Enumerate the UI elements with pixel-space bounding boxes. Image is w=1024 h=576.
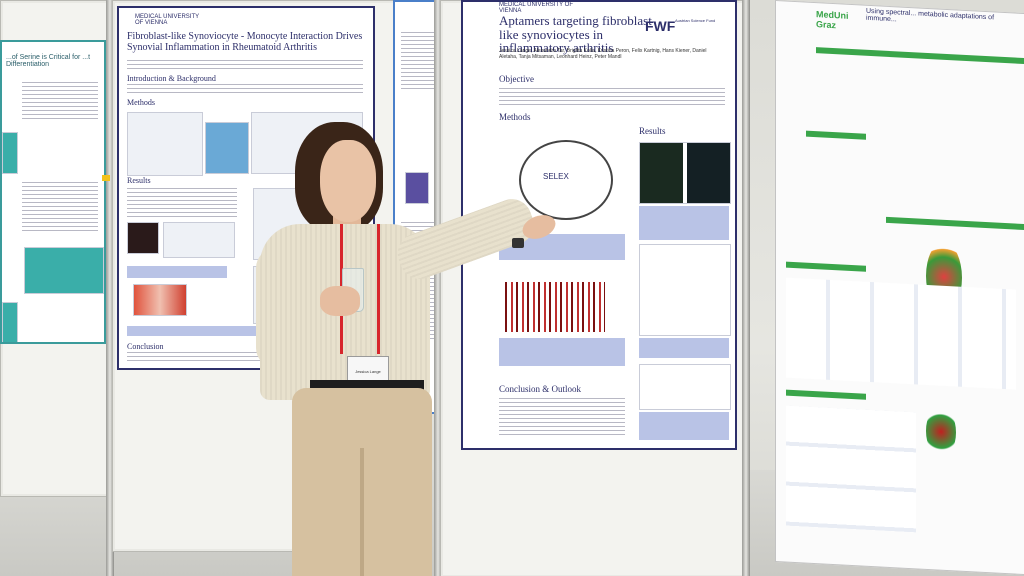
figure-caption [127,326,363,336]
text-block [127,352,363,362]
figure-caption [499,338,625,366]
conclusion-text [499,398,625,438]
flow-plots-grid [786,277,1016,390]
center-poster: MEDICAL UNIVERSITY OF VIENNA FWF Austria… [461,0,737,450]
section-methods-heading: Methods [127,98,155,107]
methods-figure [205,122,249,174]
section-methods-heading: Methods [499,112,531,122]
belt [310,380,424,390]
fwf-subtitle: Austrian Science Fund [675,18,716,23]
bar-chart-bars [505,282,605,332]
board-pole [742,0,750,576]
figure-caption [639,338,729,358]
selex-cycle-ring [519,140,613,220]
text-block [127,84,363,96]
flow-plots-grid [786,405,916,533]
face [320,140,376,222]
heatmap [133,284,187,316]
histogram-grid [639,244,731,336]
center-poster-title: Aptamers targeting fibroblast-like synov… [499,13,657,56]
trouser-seam [360,448,364,576]
immunofluorescence-images [639,142,731,204]
flow-cytometry-figure [639,364,731,410]
text-block [127,188,237,218]
microscopy-image [127,222,159,254]
section-results-heading: Results [127,176,151,185]
umap-plot [926,404,956,459]
holding-hand [320,286,360,316]
presenter: Jessica Lange [250,118,559,576]
bar-chart [499,264,625,336]
far-left-poster-title: ...of Serine is Critical for ...t Differ… [6,54,91,68]
yellow-pin [102,175,110,181]
far-left-poster: ...of Serine is Critical for ...t Differ… [0,40,106,344]
teal-panel [24,247,104,294]
results-chart [163,222,235,258]
meduni-logo-text: MEDICAL UNIVERSITY OF VIENNA [499,2,574,14]
figure [405,172,429,204]
center-poster-authors: Jessica Lange, Alexandra Tar, Brigitta K… [499,48,707,60]
text-block [22,82,98,122]
section-intro-heading: Introduction & Background [127,74,216,83]
badge-name: Jessica Lange [355,369,381,374]
right-poster-title: Using spectral... metabolic adaptations … [866,7,995,24]
methods-figure [127,112,203,176]
section-conclusion-heading: Conclusion [127,342,164,351]
section-bar [786,261,866,272]
figure-caption [639,206,729,240]
author-line [127,60,363,72]
section-bar [806,130,866,140]
left-poster-title: Fibroblast-like Synoviocyte - Monocyte I… [127,31,363,53]
section-objective-heading: Objective [499,74,534,84]
section-bar [886,216,1024,231]
section-bar [786,389,866,400]
board-pole [434,0,442,576]
section-conclusion-heading: Conclusion & Outlook [499,384,582,394]
meduni-graz-logo: MedUni Graz [816,9,849,31]
wristwatch [512,238,524,248]
text-block [22,182,98,232]
meduni-logo-text: MEDICAL UNIVERSITY OF VIENNA [135,14,200,26]
right-poster: MedUni Graz Using spectral... metabolic … [775,0,1024,576]
teal-panel [2,132,18,174]
board-pole [106,0,114,576]
section-results-heading: Results [639,126,666,136]
section-bar [816,47,1024,65]
figure-caption [639,412,729,440]
fwf-logo: FWF [645,18,676,34]
teal-panel [2,302,18,342]
objective-text [499,88,725,108]
figure-caption [127,266,227,278]
